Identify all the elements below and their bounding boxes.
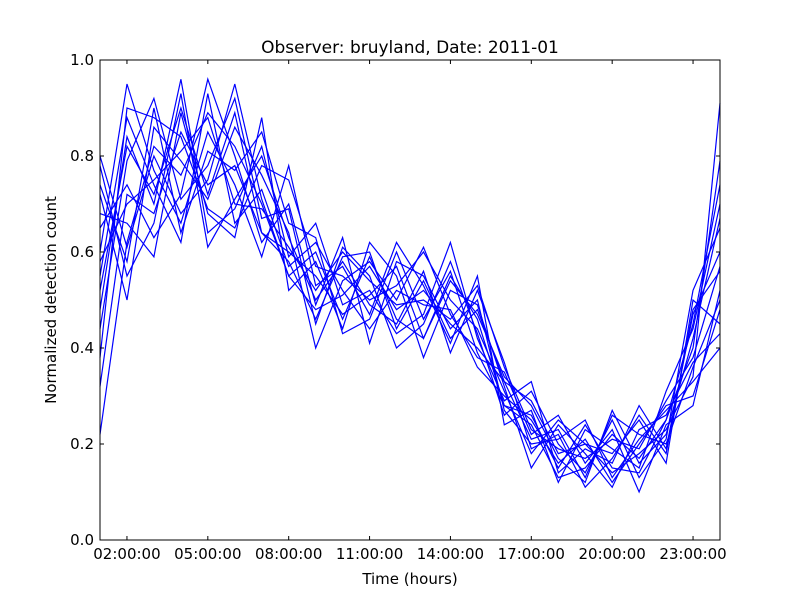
x-tick-label: 17:00:00	[498, 545, 565, 563]
x-axis-label: Time (hours)	[361, 570, 457, 588]
y-tick-label: 0.4	[70, 339, 94, 357]
series-line-14	[99, 107, 721, 474]
x-tick-label: 20:00:00	[578, 545, 645, 563]
series-line-11	[99, 83, 721, 484]
x-tick-label: 05:00:00	[174, 545, 241, 563]
series-line-9	[99, 79, 721, 474]
y-tick-label: 0.6	[70, 243, 94, 261]
x-tick-label: 14:00:00	[417, 545, 484, 563]
x-tick-label: 23:00:00	[659, 545, 726, 563]
series-line-12	[99, 107, 721, 465]
chart-title: Observer: bruyland, Date: 2011-01	[261, 38, 559, 58]
ticks-layer: 02:00:00 05:00:00 08:00:00 11:00:00 14:00:00…	[70, 51, 727, 563]
x-tick-label: 02:00:00	[93, 545, 160, 563]
y-tick-label: 0.8	[70, 147, 94, 165]
series-line-4	[99, 93, 721, 484]
series-line-5	[99, 96, 721, 479]
y-tick-label: 0.2	[70, 435, 94, 453]
y-tick-label: 0.0	[70, 531, 94, 549]
plot-frame	[99, 59, 721, 541]
x-tick-label: 11:00:00	[336, 545, 403, 563]
y-axis-label: Normalized detection count	[42, 196, 60, 404]
series-line-8	[99, 125, 721, 494]
series-line-7	[99, 83, 721, 484]
x-tick-label: 08:00:00	[255, 545, 322, 563]
y-tick-label: 1.0	[70, 51, 94, 69]
series-line-13	[99, 116, 721, 460]
series-line-15	[99, 105, 721, 479]
series-layer	[99, 77, 721, 494]
